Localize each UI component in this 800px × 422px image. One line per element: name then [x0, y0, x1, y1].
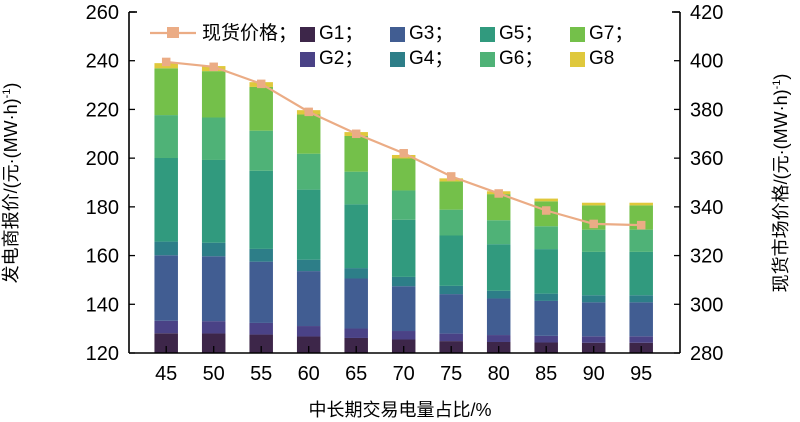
svg-text:75: 75 — [440, 363, 462, 385]
svg-text:180: 180 — [86, 197, 119, 219]
svg-text:55: 55 — [250, 363, 272, 385]
svg-text:G4；: G4； — [409, 48, 453, 69]
svg-text:G8: G8 — [589, 48, 614, 69]
svg-text:200: 200 — [86, 148, 119, 170]
svg-text:90: 90 — [583, 363, 605, 385]
svg-text:340: 340 — [690, 197, 723, 219]
svg-text:G5；: G5； — [499, 23, 543, 44]
svg-text:260: 260 — [86, 2, 119, 24]
svg-text:280: 280 — [690, 343, 723, 365]
svg-text:300: 300 — [690, 294, 723, 316]
svg-text:45: 45 — [155, 363, 177, 385]
svg-text:70: 70 — [393, 363, 415, 385]
svg-text:140: 140 — [86, 294, 119, 316]
svg-text:400: 400 — [690, 51, 723, 73]
svg-text:420: 420 — [690, 2, 723, 24]
svg-text:220: 220 — [86, 99, 119, 121]
svg-text:120: 120 — [86, 343, 119, 365]
svg-text:G1；: G1； — [319, 23, 363, 44]
svg-text:85: 85 — [535, 363, 557, 385]
svg-text:360: 360 — [690, 148, 723, 170]
svg-text:380: 380 — [690, 99, 723, 121]
svg-text:95: 95 — [630, 363, 652, 385]
svg-text:60: 60 — [298, 363, 320, 385]
svg-text:G2；: G2； — [319, 48, 363, 69]
svg-text:240: 240 — [86, 51, 119, 73]
svg-text:50: 50 — [203, 363, 225, 385]
svg-text:G6；: G6； — [499, 48, 543, 69]
svg-text:160: 160 — [86, 246, 119, 268]
svg-text:现货价格；: 现货价格； — [202, 22, 297, 44]
svg-text:320: 320 — [690, 246, 723, 268]
svg-text:80: 80 — [488, 363, 510, 385]
svg-text:65: 65 — [345, 363, 367, 385]
svg-text:G3；: G3； — [409, 23, 453, 44]
svg-text:G7；: G7； — [589, 23, 633, 44]
